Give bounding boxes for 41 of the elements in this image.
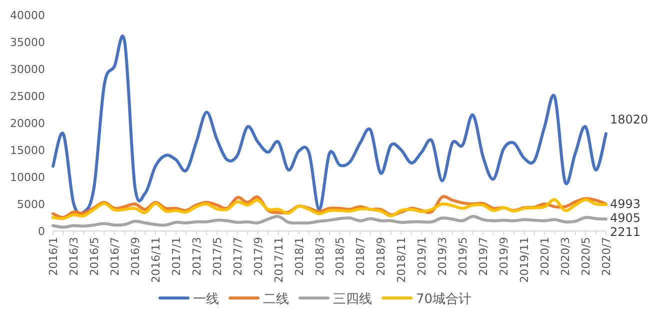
x-tick-label: 2017/11 [272,237,286,283]
y-tick-label: 0 [38,225,45,238]
x-tick-label: 2020/1 [538,237,552,276]
y-tick-label: 5000 [17,198,45,211]
x-tick-label: 2018/7 [354,237,368,276]
x-tick-label: 2019/11 [518,237,532,283]
x-tick-label: 2019/5 [456,237,470,276]
x-tick-label: 2018/3 [313,237,326,276]
x-tick-label: 2020/5 [580,237,593,276]
x-tick-label: 2017/3 [190,237,204,276]
x-tick-label: 2018/9 [374,237,388,276]
legend-label: 三四线 [333,292,372,307]
y-tick-label: 25000 [10,90,45,103]
x-tick-label: 2019/3 [436,237,450,276]
y-tick-label: 15000 [10,144,45,157]
x-tick-label: 2016/9 [128,237,142,276]
y-tick-label: 10000 [10,171,45,184]
x-tick-label: 2018/1 [292,237,306,276]
x-tick-label: 2018/5 [334,237,347,276]
legend-label: 一线 [193,292,219,307]
legend-label: 70城合计 [416,292,472,307]
x-tick-label: 2019/1 [416,237,429,276]
x-tick-label: 2018/11 [395,237,408,283]
y-tick-label: 35000 [10,36,45,49]
x-tick-label: 2017/1 [170,237,183,276]
x-tick-label: 2016/7 [108,237,122,276]
x-tick-label: 2017/7 [231,237,244,276]
x-tick-label: 2020/3 [559,237,572,276]
x-tick-label: 2016/1 [47,237,60,276]
x-tick-label: 2020/7 [600,237,613,276]
x-tick-label: 2016/11 [149,237,162,283]
legend-label: 二线 [263,292,289,307]
x-tick-label: 2019/7 [477,237,490,276]
y-tick-label: 30000 [10,63,45,76]
y-tick-label: 40000 [10,9,45,22]
y-tick-label: 20000 [10,117,45,130]
x-tick-label: 2017/5 [210,237,224,276]
x-tick-label: 2016/5 [88,237,101,276]
x-tick-label: 2016/3 [67,237,80,276]
x-tick-label: 2019/9 [498,237,511,276]
x-tick-label: 2017/9 [252,237,265,276]
